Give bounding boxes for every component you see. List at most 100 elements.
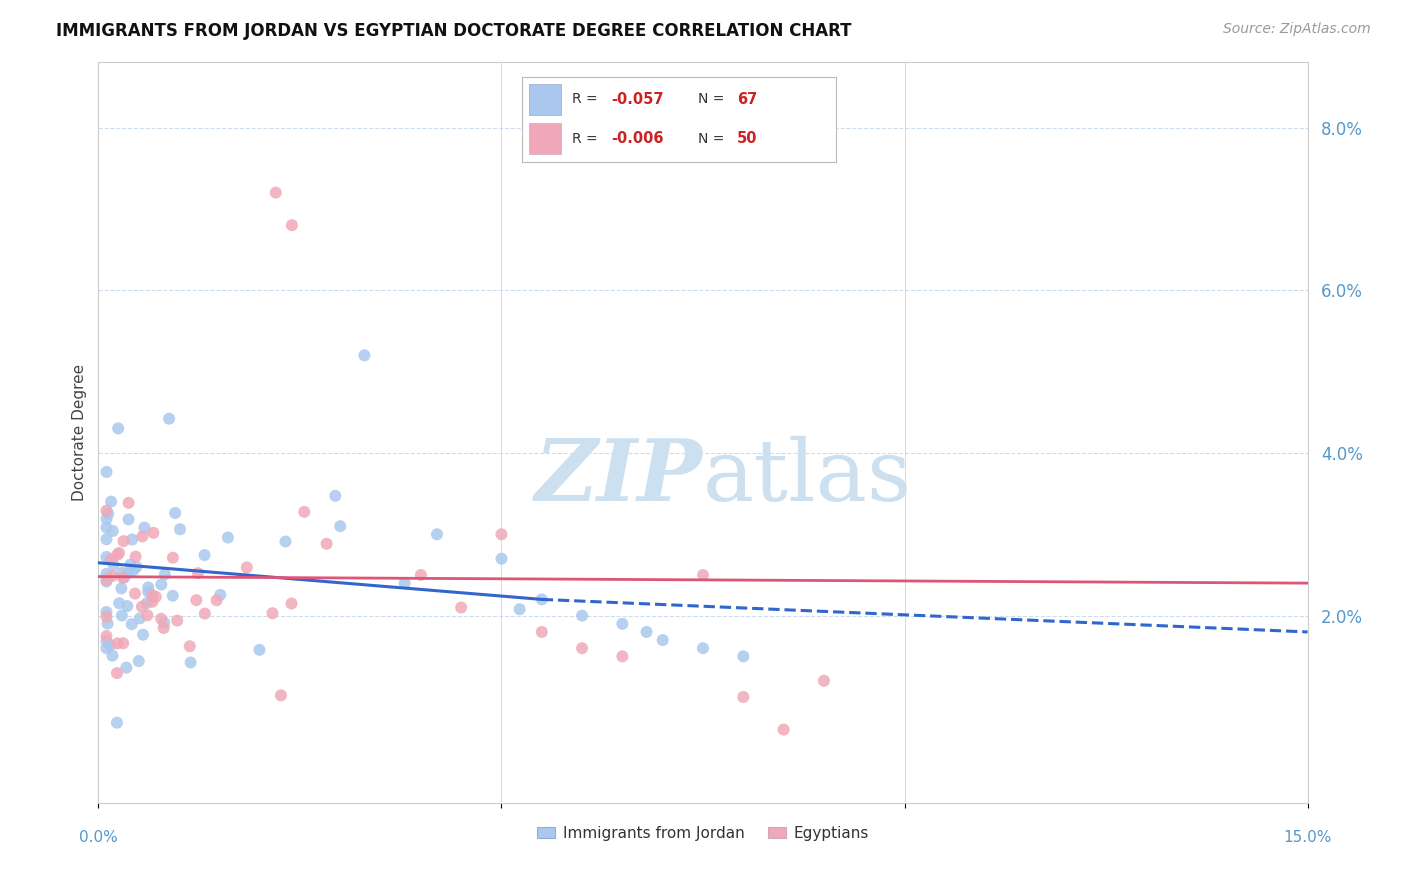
Point — [353, 348, 375, 362]
Point — [125, 559, 148, 574]
Point — [153, 567, 176, 582]
Point — [96, 533, 118, 547]
Point — [194, 607, 217, 621]
Point — [692, 568, 714, 582]
Point — [323, 489, 346, 503]
Point — [217, 531, 239, 545]
Point — [96, 634, 118, 648]
Point — [491, 527, 513, 541]
Point — [122, 563, 145, 577]
Point — [131, 599, 153, 614]
Point — [120, 558, 142, 572]
Point — [249, 643, 271, 657]
Point — [96, 609, 118, 624]
Point — [394, 576, 416, 591]
Point — [108, 546, 131, 560]
Point — [128, 654, 150, 668]
Point — [115, 660, 138, 674]
Point — [150, 612, 173, 626]
Point — [152, 621, 174, 635]
Point — [96, 605, 118, 619]
Point — [105, 548, 128, 562]
Legend: Immigrants from Jordan, Egyptians: Immigrants from Jordan, Egyptians — [531, 820, 875, 847]
Point — [124, 586, 146, 600]
Point — [121, 533, 143, 547]
Text: Source: ZipAtlas.com: Source: ZipAtlas.com — [1223, 22, 1371, 37]
Point — [112, 570, 135, 584]
Point — [107, 421, 129, 435]
Point — [409, 568, 432, 582]
Point — [124, 549, 146, 564]
Point — [733, 690, 755, 704]
Point — [97, 616, 120, 631]
Point — [274, 534, 297, 549]
Point — [110, 582, 132, 596]
Text: 15.0%: 15.0% — [1284, 830, 1331, 845]
Point — [165, 506, 187, 520]
Point — [772, 723, 794, 737]
Point — [315, 537, 337, 551]
Point — [162, 589, 184, 603]
Point — [205, 593, 228, 607]
Point — [612, 649, 634, 664]
Point — [186, 593, 208, 607]
Point — [636, 624, 658, 639]
Point — [131, 529, 153, 543]
Point — [96, 549, 118, 564]
Point — [96, 520, 118, 534]
Point — [101, 648, 124, 663]
Point — [692, 641, 714, 656]
Point — [101, 569, 124, 583]
Point — [571, 608, 593, 623]
Text: ZIP: ZIP — [536, 435, 703, 519]
Point — [187, 566, 209, 581]
Point — [117, 566, 139, 581]
Point — [117, 512, 139, 526]
Text: atlas: atlas — [703, 435, 912, 518]
Point — [281, 218, 304, 232]
Point — [128, 611, 150, 625]
Point — [103, 558, 125, 572]
Point — [264, 186, 287, 200]
Point — [136, 581, 159, 595]
Point — [142, 525, 165, 540]
Point — [612, 616, 634, 631]
Point — [179, 640, 201, 654]
Point — [96, 566, 118, 581]
Point — [96, 512, 118, 526]
Point — [651, 633, 673, 648]
Point — [813, 673, 835, 688]
Point — [111, 571, 134, 585]
Point — [145, 590, 167, 604]
Y-axis label: Doctorate Degree: Doctorate Degree — [72, 364, 87, 501]
Point — [136, 608, 159, 623]
Point — [209, 588, 232, 602]
Point — [96, 504, 118, 518]
Point — [105, 636, 128, 650]
Point — [157, 411, 180, 425]
Point — [108, 596, 131, 610]
Point — [193, 548, 215, 562]
Point — [101, 524, 124, 538]
Point — [96, 641, 118, 656]
Point — [733, 649, 755, 664]
Point — [509, 602, 531, 616]
Point — [97, 507, 120, 521]
Point — [169, 522, 191, 536]
Point — [136, 584, 159, 599]
Point — [121, 617, 143, 632]
Point — [141, 588, 163, 602]
Point — [329, 519, 352, 533]
Point — [100, 494, 122, 508]
Point — [530, 624, 553, 639]
Point — [491, 551, 513, 566]
Point — [134, 520, 156, 534]
Point — [100, 552, 122, 566]
Point — [162, 550, 184, 565]
Point — [132, 628, 155, 642]
Point — [136, 596, 159, 610]
Point — [96, 629, 118, 643]
Point — [180, 656, 202, 670]
Point — [112, 534, 135, 549]
Point — [96, 574, 118, 589]
